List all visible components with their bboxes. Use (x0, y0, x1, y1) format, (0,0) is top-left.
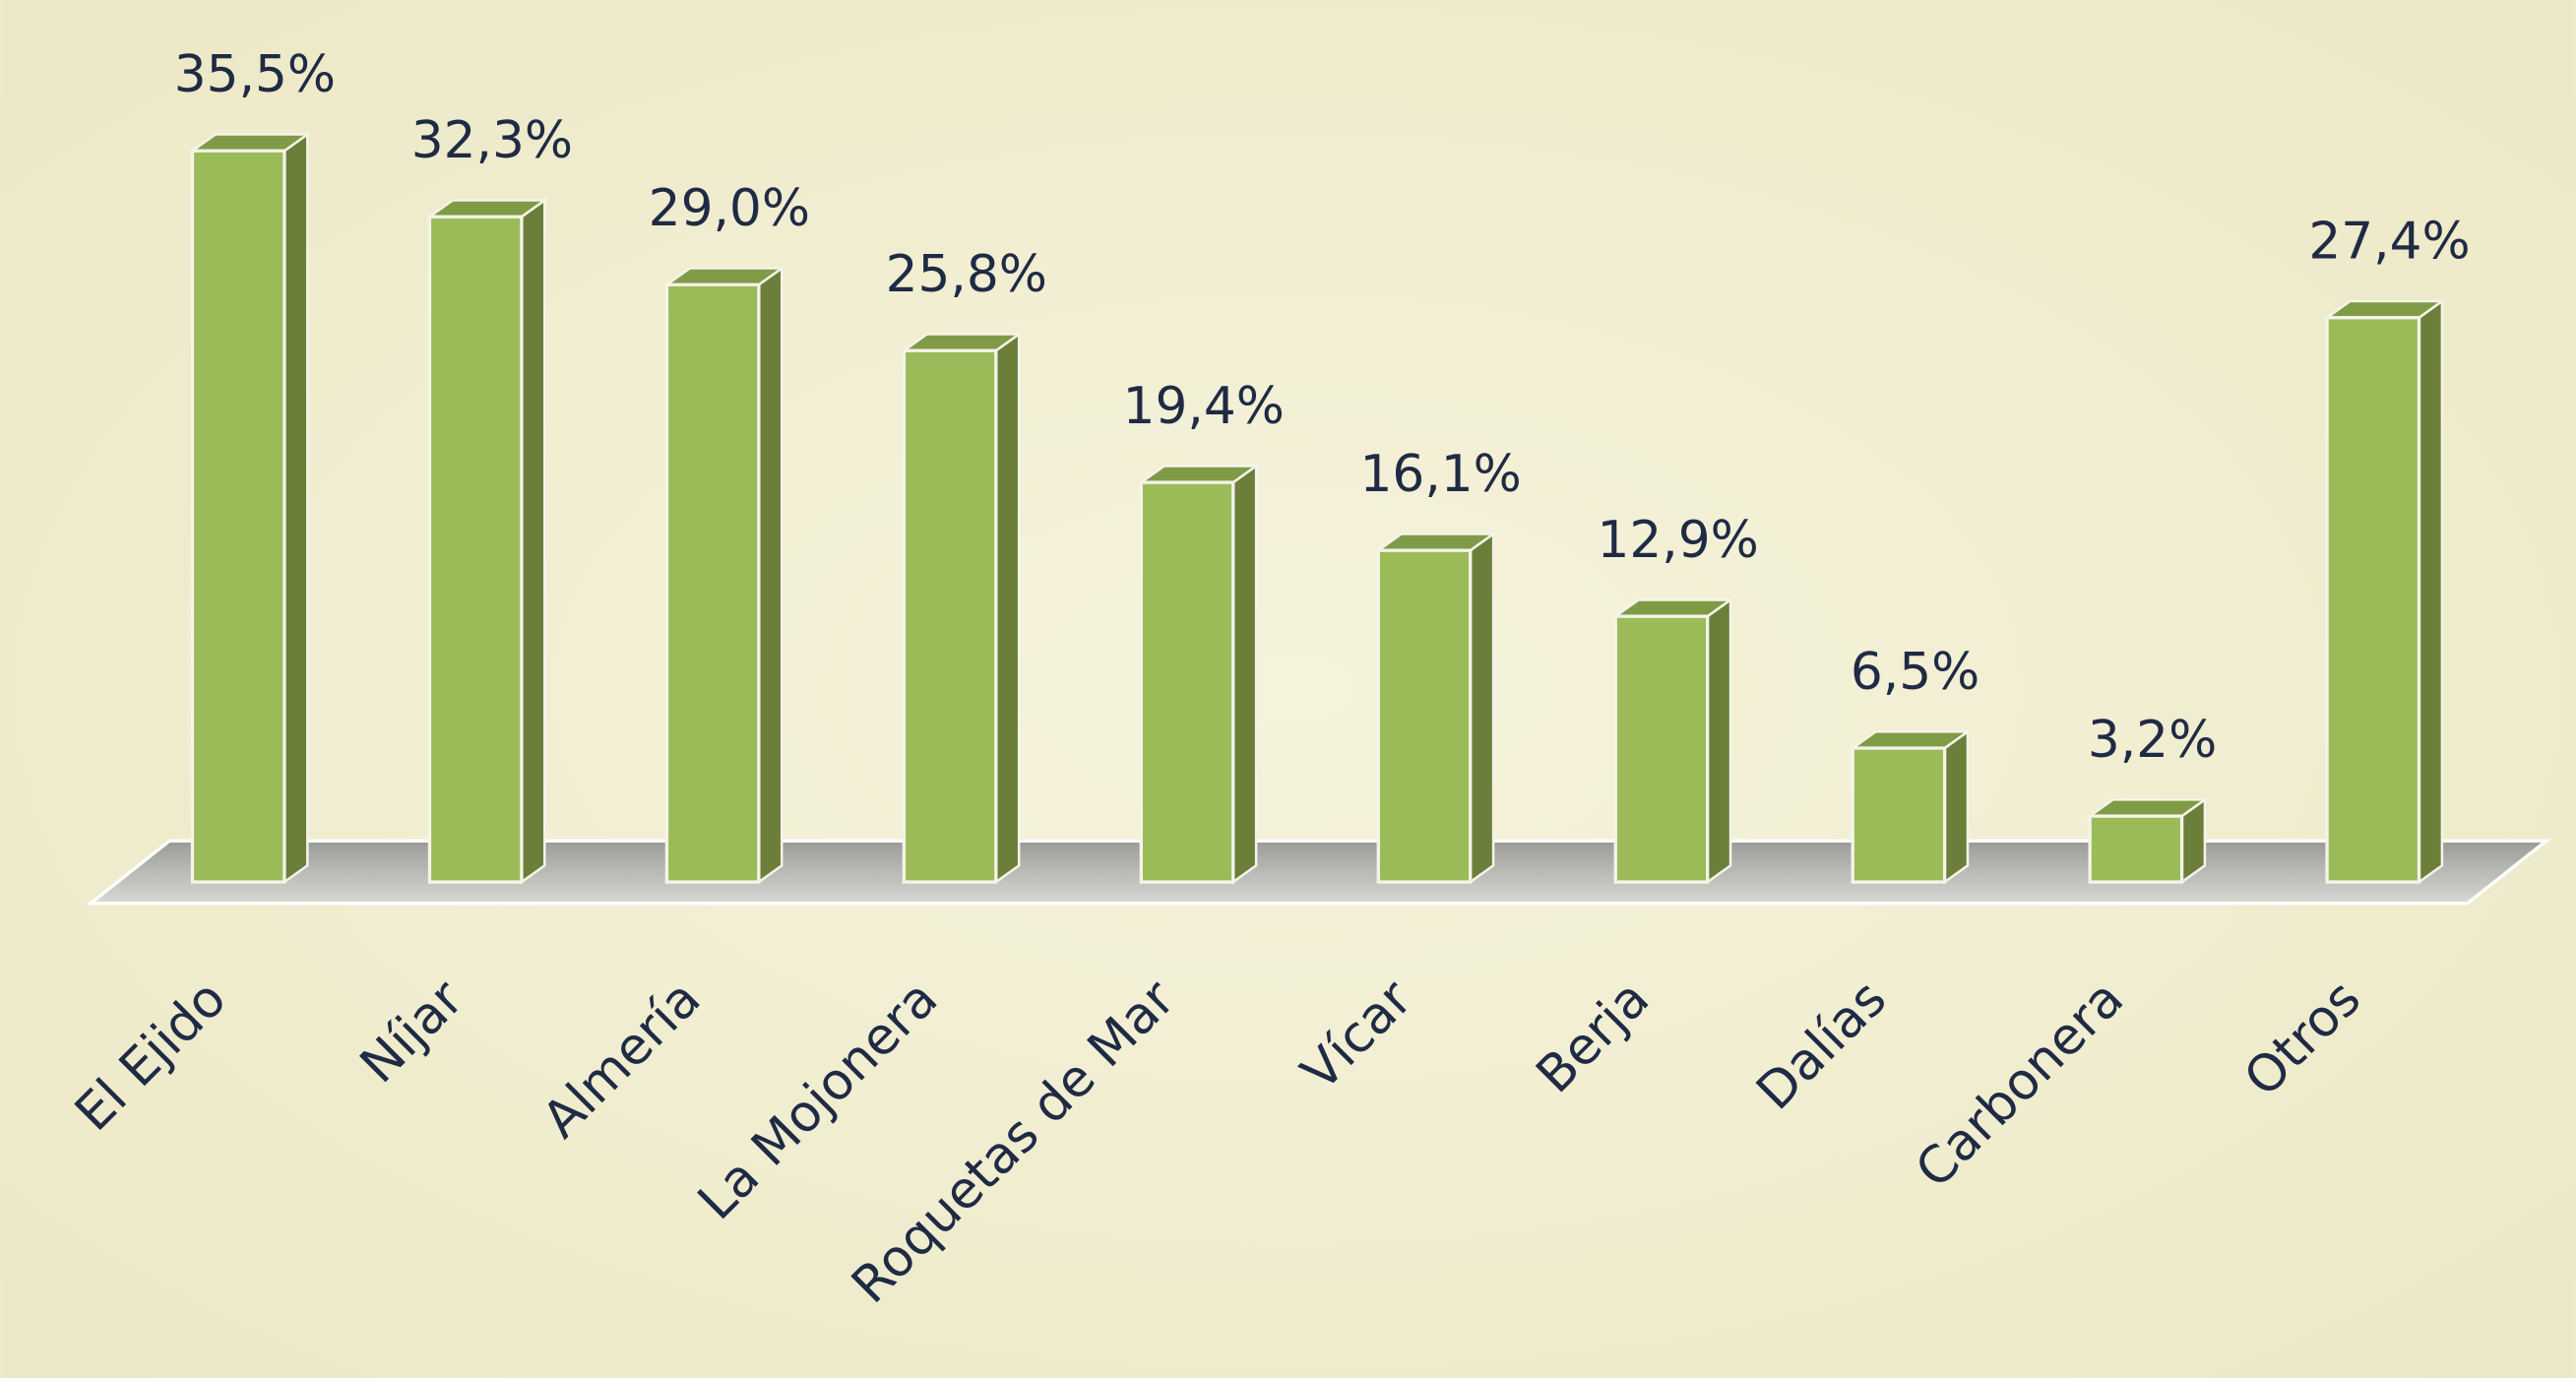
bar (902, 348, 998, 884)
value-label: 6,5% (1851, 643, 1979, 702)
value-label: 29,0% (649, 179, 810, 238)
bar (190, 149, 286, 884)
bar-side (994, 332, 1021, 885)
value-label: 27,4% (2308, 213, 2470, 272)
bar-side (757, 266, 784, 885)
bar (2325, 316, 2421, 884)
bar (1851, 746, 1947, 884)
value-label: 35,5% (174, 45, 336, 104)
bar (1139, 480, 1235, 884)
value-label: 16,1% (1360, 445, 1522, 504)
bar-side (283, 132, 309, 885)
bar-side (1706, 597, 1732, 885)
bar-side (520, 198, 546, 885)
value-label: 19,4% (1123, 377, 1285, 436)
bar (664, 282, 761, 884)
bar (1613, 614, 1710, 884)
bar-side (1943, 728, 1970, 885)
value-label: 25,8% (886, 245, 1047, 304)
bar-side (1231, 464, 1258, 885)
value-label: 12,9% (1597, 511, 1758, 570)
bar-side (1469, 532, 1495, 885)
bar-side (2418, 298, 2444, 885)
value-label: 32,3% (411, 111, 573, 170)
bar (1376, 548, 1473, 884)
bar (2088, 814, 2184, 884)
value-label: 3,2% (2088, 711, 2217, 770)
bar (427, 215, 524, 884)
